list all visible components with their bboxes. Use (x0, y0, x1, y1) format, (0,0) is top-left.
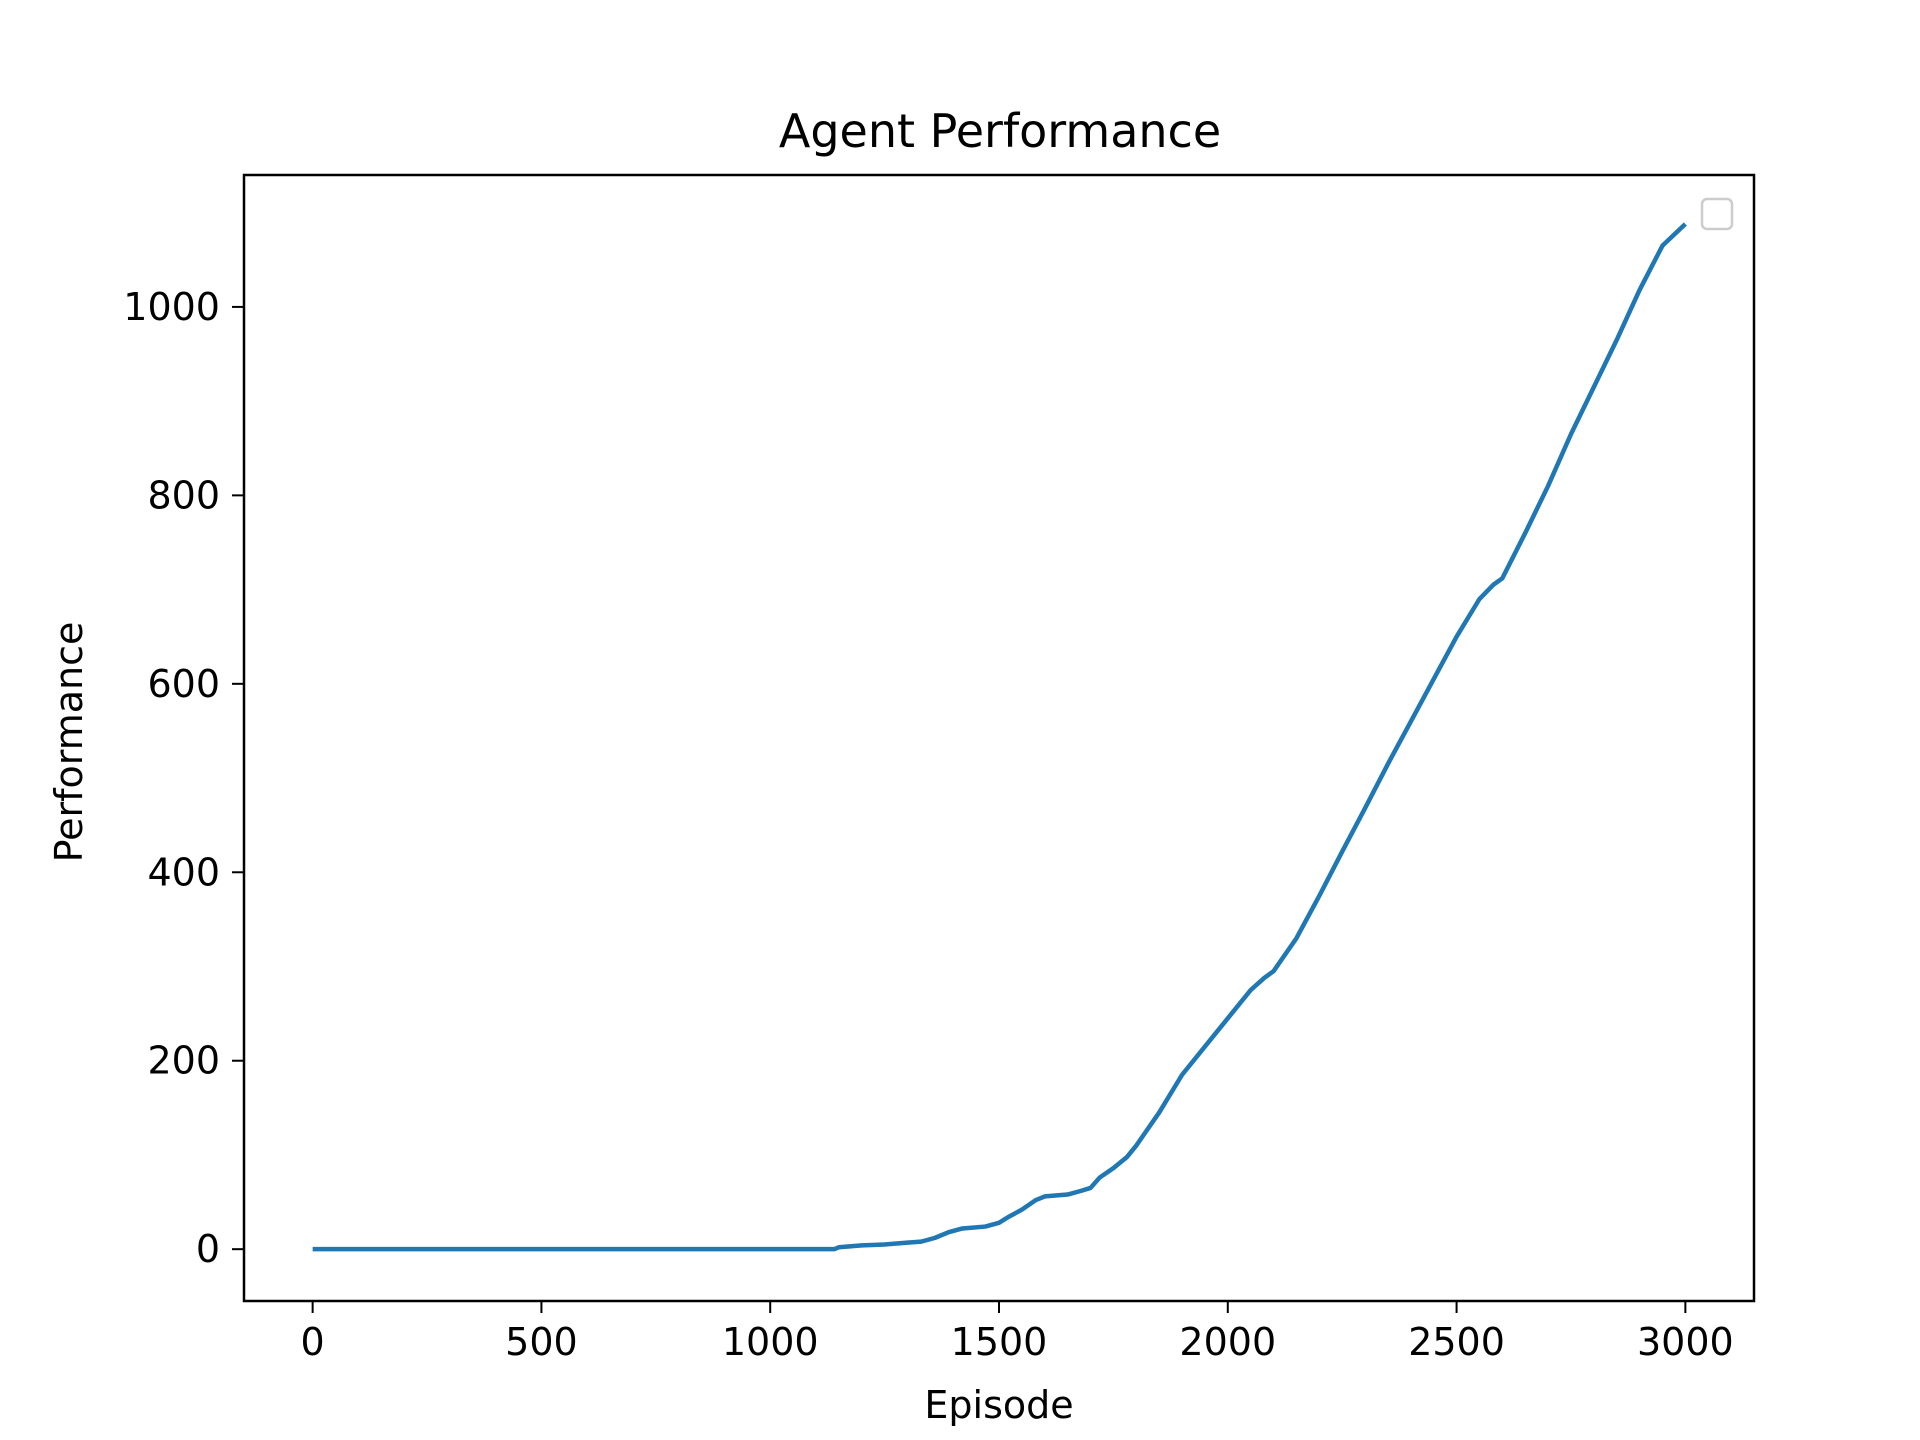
y-tick-label: 400 (147, 850, 220, 894)
x-tick-label: 2500 (1408, 1320, 1505, 1364)
y-tick-label: 600 (147, 662, 220, 706)
chart-title: Agent Performance (779, 104, 1221, 158)
x-tick-label: 3000 (1637, 1320, 1734, 1364)
x-tick-label: 1500 (951, 1320, 1048, 1364)
series-line-0 (312, 222, 1687, 1252)
y-tick-label: 1000 (123, 285, 220, 329)
x-axis: 0 500 1000 1500 2000 2500 3000 (301, 1301, 1734, 1364)
x-tick-label: 500 (505, 1320, 578, 1364)
y-tick-label: 800 (147, 473, 220, 517)
y-tick-label: 200 (147, 1039, 220, 1083)
x-tick-label: 2000 (1179, 1320, 1276, 1364)
x-axis-title: Episode (924, 1383, 1073, 1427)
legend-box (1700, 197, 1734, 231)
plot-area (312, 222, 1687, 1252)
y-axis: 0 200 400 600 800 1000 (123, 285, 244, 1271)
x-tick-label: 0 (301, 1320, 325, 1364)
y-axis-title: Performance (47, 622, 91, 863)
y-tick-label: 0 (196, 1227, 220, 1271)
x-tick-label: 1000 (722, 1320, 819, 1364)
